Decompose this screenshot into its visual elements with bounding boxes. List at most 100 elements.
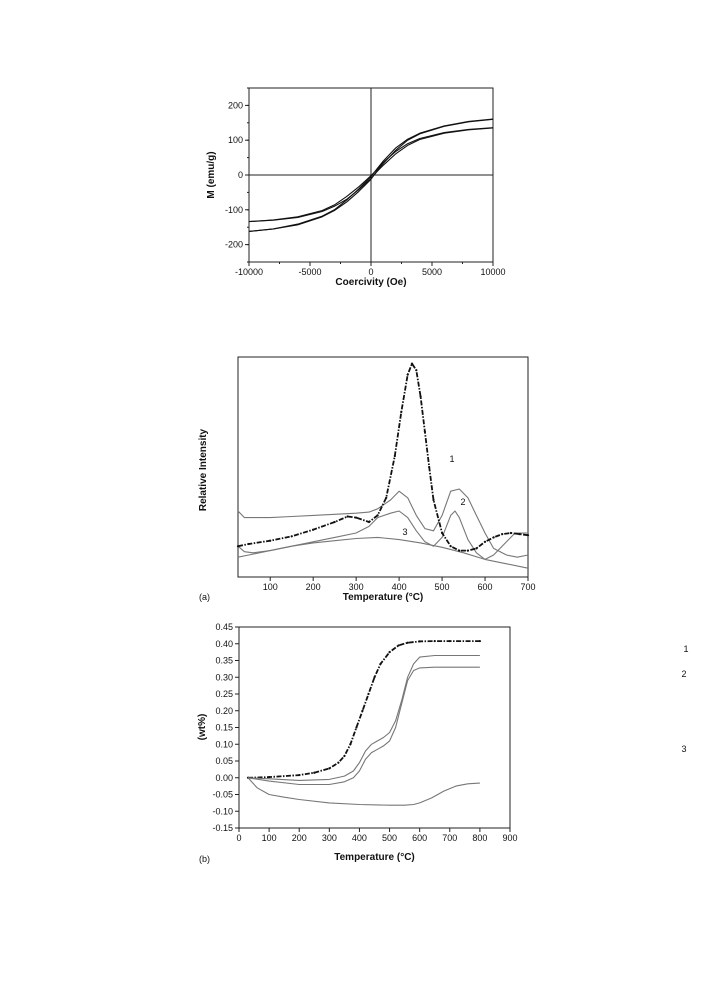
x-tick-label: 600: [412, 833, 427, 843]
series-point: [397, 644, 400, 647]
series-point: [312, 528, 315, 531]
x-tick-label: 400: [392, 582, 407, 592]
series-point: [236, 545, 240, 548]
y-axis-label: M (emu/g): [206, 151, 217, 198]
series-point: [367, 692, 370, 696]
series-point: [313, 771, 316, 774]
series-point: [419, 395, 422, 398]
series-point: [432, 498, 435, 502]
x-axis-label: Temperature (°C): [343, 592, 424, 603]
y-tick-label: -200: [225, 240, 243, 250]
series-point: [449, 545, 452, 548]
x-tick-label: 100: [263, 582, 278, 592]
series-point: [346, 515, 349, 518]
panel-label: (b): [199, 854, 210, 864]
series-point: [393, 454, 396, 458]
y-axis-label: Relative Intensity: [198, 428, 209, 511]
series-point: [406, 373, 409, 376]
x-tick-label: 500: [382, 833, 397, 843]
x-tick-label: 600: [478, 582, 493, 592]
series-point: [433, 639, 436, 643]
hysteresis-chart: -10000 -5000 0 5000 10000 -200 -100 0 100 200 Coer…: [206, 87, 506, 288]
series-point: [418, 640, 421, 643]
y-tick-label: 0.25: [215, 689, 233, 699]
series-point: [448, 639, 451, 643]
x-tick-label: 300: [349, 582, 364, 592]
x-tick-label: 900: [502, 833, 517, 843]
series-point: [475, 547, 478, 550]
y-tick-label: 100: [228, 135, 243, 145]
plot-frame: [238, 626, 511, 829]
x-tick-label: 200: [292, 833, 307, 843]
series-line-0: [237, 488, 529, 558]
series-line-1: [247, 654, 480, 781]
series-point: [483, 540, 487, 543]
series-point: [349, 743, 352, 746]
series-point: [355, 726, 358, 729]
curve-label-1: 1: [449, 454, 454, 464]
y-tick-label: 0.40: [215, 639, 233, 649]
series-line-1: [248, 118, 494, 232]
series-point: [361, 709, 364, 712]
series-point: [466, 549, 469, 552]
series-point: [458, 549, 461, 552]
x-tick-label: 100: [262, 833, 277, 843]
series-point: [343, 754, 346, 758]
series-point: [367, 520, 371, 524]
y-tick-label: 0.35: [215, 656, 233, 666]
series-point: [298, 773, 301, 777]
series-point: [385, 496, 388, 499]
curve-label-2: 2: [681, 669, 686, 679]
y-tick-label: 0.05: [215, 756, 233, 766]
series-point: [355, 516, 358, 519]
y-tick-label: 200: [228, 100, 243, 110]
y-tick-label: -0.05: [212, 790, 233, 800]
curve-label-1: 1: [683, 644, 688, 654]
series-point: [478, 639, 481, 643]
x-tick-label: -10000: [235, 267, 263, 277]
series-point: [509, 531, 512, 535]
curve-label-2: 2: [460, 497, 465, 507]
series-point: [501, 533, 504, 536]
panel-label: (a): [199, 592, 210, 602]
series-point: [400, 410, 403, 414]
series-point: [526, 534, 530, 537]
x-tick-label: 0: [368, 267, 373, 277]
series-line-3: [248, 127, 494, 223]
x-tick-label: 700: [442, 833, 457, 843]
series-line-3: [237, 362, 529, 552]
x-tick-label: 300: [322, 833, 337, 843]
series-point: [379, 662, 382, 665]
curve-label-3: 3: [681, 744, 686, 754]
series-line-2: [248, 127, 494, 223]
x-tick-label: -5000: [298, 267, 321, 277]
y-tick-label: 0.20: [215, 706, 233, 716]
x-tick-label: 700: [520, 582, 535, 592]
series-line-1: [237, 510, 528, 560]
y-tick-label: 0.45: [215, 622, 233, 632]
x-axis-label: Temperature (°C): [334, 852, 415, 863]
series-point: [428, 465, 431, 469]
series-point: [518, 533, 521, 536]
y-tick-label: 0.15: [215, 723, 233, 733]
series-point: [376, 514, 379, 517]
y-tick-label: 0.10: [215, 739, 233, 749]
series-point: [406, 641, 409, 644]
y-tick-label: 0: [238, 170, 243, 180]
series-point: [410, 362, 414, 365]
y-tick-label: -100: [225, 205, 243, 215]
series-point: [440, 531, 444, 535]
series-point: [337, 761, 340, 764]
y-tick-label: -0.15: [212, 823, 233, 833]
tpr-chart: 100 200 300 400 500 600 700 Temperature (°C) Rel…: [198, 356, 536, 603]
series-line-0: [247, 640, 480, 779]
x-tick-label: 5000: [422, 267, 442, 277]
series-line-3: [247, 777, 480, 806]
series-point: [268, 775, 271, 779]
y-tick-label: 0.30: [215, 672, 233, 682]
x-tick-label: 800: [472, 833, 487, 843]
y-axis-label: (wt%): [197, 714, 208, 741]
x-tick-label: 0: [236, 833, 241, 843]
tga-chart: 0 100 200 300 400 500 600 700 800 900 -0.15 -0.10 -0…: [197, 622, 689, 864]
